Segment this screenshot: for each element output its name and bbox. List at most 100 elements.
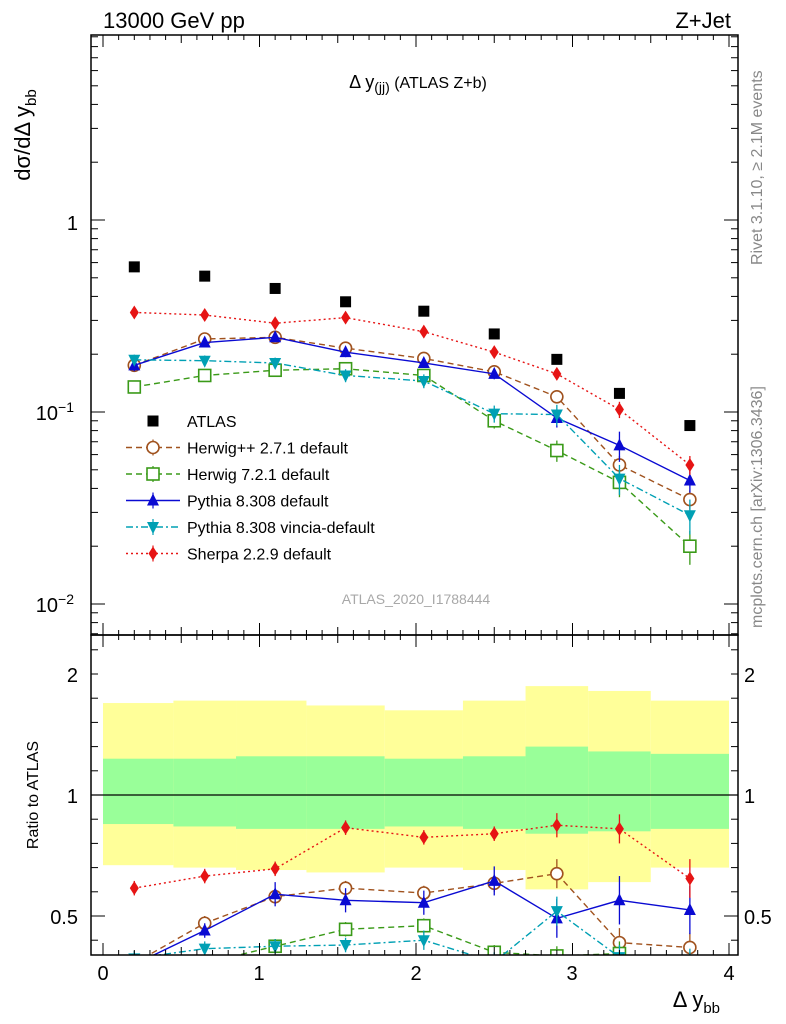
top-line-3: [134, 359, 691, 516]
atlas-point-2: [269, 282, 281, 294]
x-axis-label: Δ ybb: [673, 987, 720, 1017]
top-point-4-1: [200, 308, 210, 323]
top-series: [127, 261, 697, 565]
legend-marker-4: [147, 522, 159, 534]
top-point-2-3: [339, 345, 352, 358]
ratio-ylabel: Ratio to ATLAS: [25, 741, 42, 849]
top-point-2-2: [269, 330, 282, 343]
ratio-point-4-4: [419, 830, 429, 845]
top-point-3-4: [417, 376, 430, 389]
ratio-point-1-0: [128, 974, 140, 986]
ratio-point-3-6: [550, 906, 563, 919]
ratio-point-2-3: [339, 893, 352, 906]
ratio-point-3-1: [198, 943, 211, 955]
ratio-point-1-1: [199, 957, 211, 969]
ratio-point-2-1: [198, 923, 211, 936]
band-inner-3: [306, 756, 385, 829]
xtick-label-2: 2: [410, 963, 421, 985]
legend-label-5: Sherpa 2.2.9 default: [187, 547, 332, 564]
top-point-2-7: [613, 438, 626, 451]
ratio-point-4-1: [200, 869, 210, 884]
top-point-3-1: [198, 355, 211, 368]
top-point-4-6: [552, 366, 562, 381]
top-point-3-3: [339, 370, 352, 383]
ratio-line-0: [147, 872, 690, 955]
ratio-point-4-5: [489, 826, 499, 841]
atlas-point-7: [613, 387, 625, 399]
atlas-point-3: [340, 296, 352, 308]
ratio-point-4-2: [270, 861, 280, 876]
band-inner-4: [384, 758, 463, 827]
ratio-bands: [91, 686, 738, 890]
ytick-label-0.1: 10−1: [36, 399, 74, 425]
ratio-point-1-8: [684, 974, 696, 986]
ratio-ytick-0.5-left: 0.5: [50, 907, 78, 929]
top-point-2-5: [488, 366, 501, 379]
band-inner-1: [173, 758, 237, 827]
legend: ATLAS Herwig++ 2.7.1 default Herwig 7.2.1 …: [126, 414, 375, 564]
rivet-label: Rivet 3.1.10, ≥ 2.1M events: [749, 70, 766, 265]
ratio-point-3-5: [488, 957, 500, 969]
top-point-2-1: [198, 335, 211, 348]
ratio-point-4-3: [341, 820, 351, 835]
ratio-point-4-6: [552, 818, 562, 833]
legend-marker-0: [147, 415, 159, 427]
ratio-point-2-2: [269, 887, 282, 900]
ratio-ytick-0.5-right: 0.5: [744, 907, 772, 929]
ratio-line-2: [152, 880, 690, 955]
top-ylabel: dσ/dΔ ybb: [10, 89, 40, 180]
atlas-point-6: [551, 353, 563, 365]
top-point-4-5: [489, 345, 499, 360]
top-point-3-5: [488, 408, 501, 421]
ratio-point-1-4: [417, 918, 431, 933]
top-point-1-8: [683, 539, 697, 554]
ratio-point-2-8: [683, 902, 696, 915]
ratio-ytick-2-right: 2: [744, 665, 755, 687]
top-point-3-8: [683, 510, 696, 523]
top-point-1-1: [197, 368, 212, 383]
xtick-label-1: 1: [253, 963, 264, 985]
ytick-label-0.01: 10−2: [36, 591, 74, 617]
legend-marker-5: [148, 546, 158, 561]
xtick-label-4: 4: [723, 963, 734, 985]
ratio-point-4-7: [614, 821, 624, 836]
ratio-point-3-4: [417, 935, 430, 948]
mcplots-label: mcplots.cern.ch [arXiv:1306.3436]: [749, 386, 766, 628]
top-point-3-0: [128, 354, 141, 367]
top-point-4-8: [685, 457, 695, 472]
ratio-ytick-1-left: 1: [67, 786, 78, 808]
top-point-0-6: [550, 389, 564, 404]
axes: [90, 34, 739, 956]
panel-title: Δ y(jj) (ATLAS Z+b): [349, 72, 487, 95]
xtick-label-0: 0: [97, 963, 108, 985]
atlas-point-4: [418, 305, 430, 317]
energy-label: 13000 GeV pp: [103, 8, 245, 33]
band-inner-0: [103, 758, 174, 825]
process-label: Z+Jet: [675, 8, 731, 33]
top-point-3-2: [269, 357, 282, 370]
top-point-4-7: [614, 402, 624, 417]
band-inner-2: [236, 756, 307, 829]
ratio-point-0-0: [128, 957, 140, 969]
ratio-point-3-3: [339, 940, 352, 953]
ratio-point-2-4: [417, 895, 430, 908]
ratio-point-1-3: [338, 922, 353, 937]
atlas-point-5: [488, 328, 500, 340]
ytick-label-1: 1: [67, 213, 78, 235]
band-inner-8: [650, 753, 729, 829]
ratio-point-0-6: [550, 866, 564, 881]
ratio-point-2-5: [488, 873, 501, 886]
atlas-point-8: [684, 420, 696, 432]
xtick-label-3: 3: [566, 963, 577, 985]
top-point-3-7: [613, 473, 626, 486]
analysis-id: ATLAS_2020_I1788444: [342, 591, 491, 607]
legend-label-2: Herwig 7.2.1 default: [187, 467, 330, 484]
top-point-2-4: [417, 355, 430, 368]
ratio-ytick-1-right: 1: [744, 786, 755, 808]
legend-marker-1: [146, 440, 160, 455]
top-point-2-8: [683, 473, 696, 486]
legend-marker-2: [146, 467, 160, 481]
legend-label-1: Herwig++ 2.7.1 default: [187, 441, 349, 458]
top-point-1-0: [127, 380, 142, 394]
